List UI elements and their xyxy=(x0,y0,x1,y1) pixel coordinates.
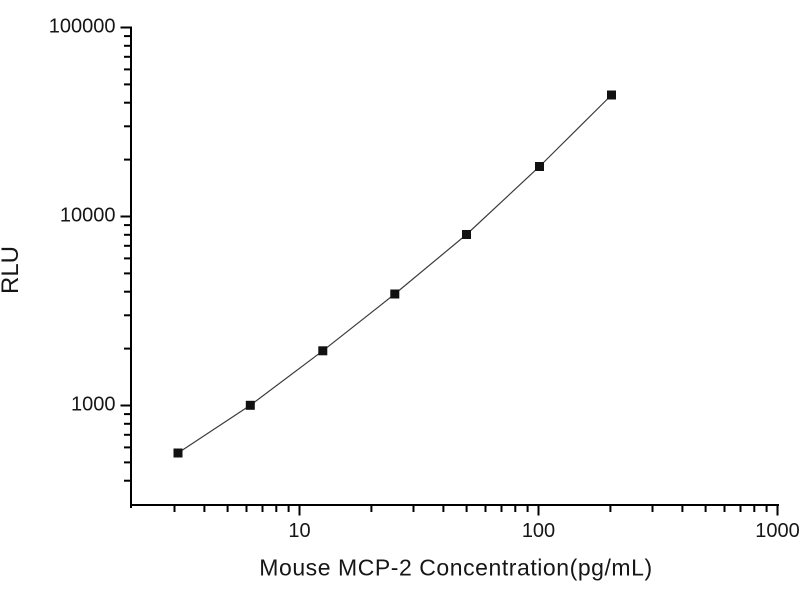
svg-text:1000: 1000 xyxy=(755,520,800,542)
svg-text:10: 10 xyxy=(288,520,310,542)
svg-text:Mouse MCP-2 Concentration(pg/m: Mouse MCP-2 Concentration(pg/mL) xyxy=(259,555,652,581)
svg-text:100000: 100000 xyxy=(49,16,116,38)
svg-text:10000: 10000 xyxy=(60,205,116,227)
svg-text:RLU: RLU xyxy=(0,246,24,294)
svg-text:1000: 1000 xyxy=(71,394,116,416)
svg-text:100: 100 xyxy=(522,520,555,542)
